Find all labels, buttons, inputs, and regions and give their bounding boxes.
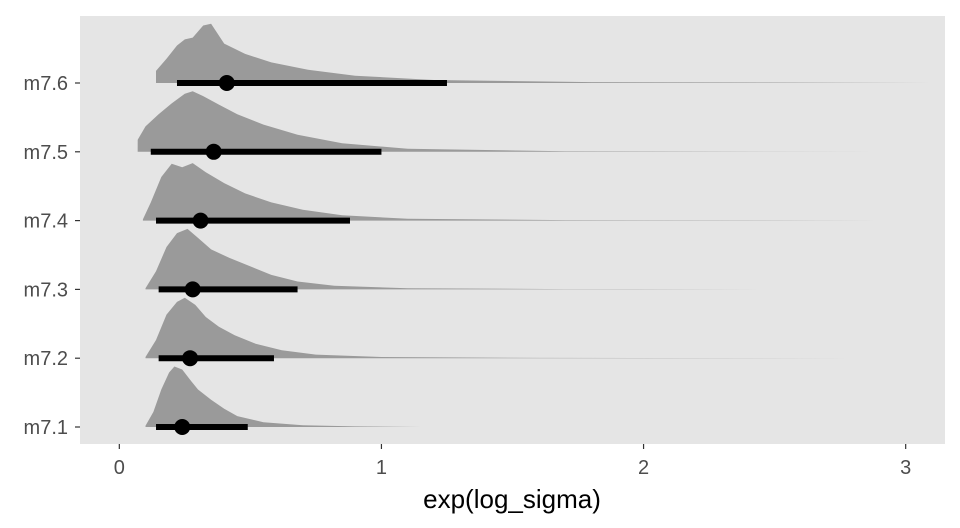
y-tick-label-m7-3: m7.3	[24, 279, 68, 301]
point-m7-2	[182, 350, 199, 367]
intervals-layer	[150, 75, 447, 435]
y-tick-label-m7-2: m7.2	[24, 348, 68, 370]
density-m7-1	[145, 366, 421, 427]
x-axis-title: exp(log_sigma)	[423, 484, 601, 514]
x-tick-label-1: 1	[376, 457, 387, 479]
x-tick-label-3: 3	[900, 457, 911, 479]
point-m7-3	[184, 281, 201, 298]
point-m7-1	[174, 419, 191, 435]
y-tick-label-m7-4: m7.4	[24, 211, 68, 233]
x-tick-label-2: 2	[638, 457, 649, 479]
y-tick-label-m7-1: m7.1	[24, 417, 68, 439]
y-axis: m7.1 m7.2 m7.3 m7.4 m7.5 m7.6	[24, 73, 80, 439]
density-m7-2	[145, 297, 854, 359]
density-m7-4	[142, 163, 880, 221]
y-tick-label-m7-5: m7.5	[24, 142, 68, 164]
point-m7-6	[218, 75, 235, 91]
point-m7-4	[192, 212, 209, 229]
point-m7-5	[205, 143, 222, 160]
x-tick-label-0: 0	[114, 457, 125, 479]
x-axis: 0 1 2 3	[114, 444, 911, 479]
density-m7-3	[145, 228, 828, 290]
y-tick-label-m7-6: m7.6	[24, 73, 68, 95]
density-m7-6	[156, 23, 932, 83]
